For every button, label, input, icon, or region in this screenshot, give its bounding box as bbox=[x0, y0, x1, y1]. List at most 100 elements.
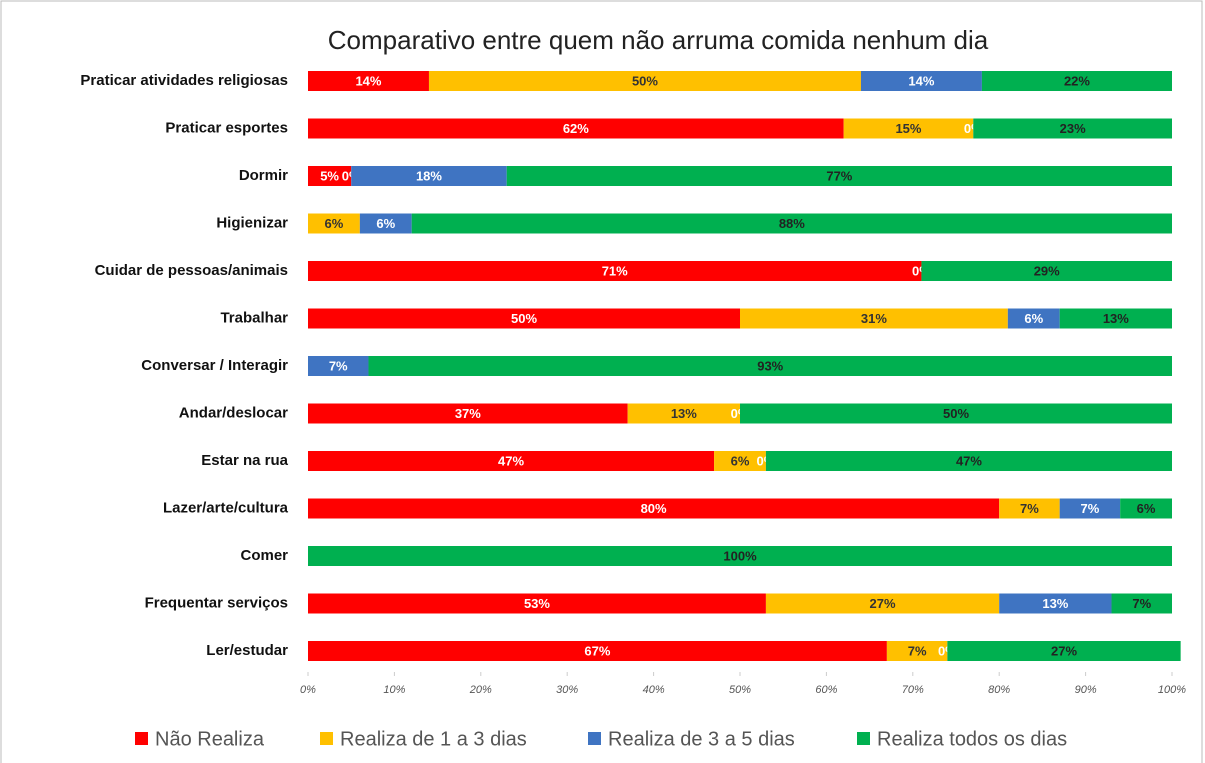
bar-segment bbox=[947, 641, 1181, 661]
bar-segment bbox=[308, 166, 352, 186]
bar-segment bbox=[308, 118, 844, 139]
category-label: Trabalhar bbox=[220, 309, 288, 326]
bar-segment bbox=[308, 498, 1000, 519]
x-tick-label: 10% bbox=[383, 684, 405, 696]
x-tick-label: 80% bbox=[988, 684, 1010, 696]
bar-segment bbox=[308, 71, 429, 91]
x-tick-label: 30% bbox=[556, 684, 578, 696]
data-label: 13% bbox=[1042, 596, 1068, 611]
data-label: 93% bbox=[757, 358, 783, 373]
data-label: 13% bbox=[1103, 311, 1129, 326]
bar-segment bbox=[308, 308, 740, 329]
x-tick-label: 40% bbox=[643, 684, 665, 696]
x-tick-label: 50% bbox=[729, 684, 751, 696]
legend-swatch bbox=[320, 732, 333, 745]
bar-segment bbox=[714, 451, 766, 471]
data-label: 27% bbox=[1051, 643, 1077, 658]
data-label: 62% bbox=[563, 121, 589, 136]
category-label: Frequentar serviços bbox=[145, 594, 288, 611]
category-label: Higienizar bbox=[216, 214, 288, 231]
bar-segment bbox=[921, 261, 1172, 281]
bar-segment bbox=[765, 593, 1000, 614]
bar-segment bbox=[1111, 593, 1172, 614]
data-label: 31% bbox=[861, 311, 887, 326]
legend-swatch bbox=[135, 732, 148, 745]
bar-segment bbox=[308, 403, 628, 424]
data-label: 7% bbox=[329, 358, 348, 373]
data-label: 6% bbox=[1137, 501, 1156, 516]
bar-segment bbox=[506, 166, 1173, 186]
x-tick-label: 70% bbox=[902, 684, 924, 696]
data-label: 6% bbox=[325, 216, 344, 231]
data-label: 6% bbox=[376, 216, 395, 231]
data-label: 23% bbox=[1060, 121, 1086, 136]
bar-segment bbox=[740, 403, 1172, 424]
data-label: 37% bbox=[455, 406, 481, 421]
category-label: Estar na rua bbox=[201, 452, 288, 469]
bar-segment bbox=[973, 118, 1172, 139]
data-label: 88% bbox=[779, 216, 805, 231]
category-label: Ler/estudar bbox=[206, 642, 288, 659]
data-label: 6% bbox=[731, 453, 750, 468]
data-label: 100% bbox=[723, 548, 757, 563]
data-label: 22% bbox=[1064, 73, 1090, 88]
bar-segment bbox=[999, 593, 1112, 614]
bar-segment bbox=[765, 451, 1172, 471]
data-label: 7% bbox=[1081, 501, 1100, 516]
x-tick-label: 0% bbox=[300, 684, 316, 696]
bar-segment bbox=[843, 118, 974, 139]
data-label: 18% bbox=[416, 168, 442, 183]
legend-label: Realiza de 1 a 3 dias bbox=[340, 728, 527, 750]
bar-segment bbox=[308, 593, 766, 614]
data-label: 71% bbox=[602, 263, 628, 278]
bar-segment bbox=[411, 213, 1172, 234]
data-label: 27% bbox=[870, 596, 896, 611]
bar-segment bbox=[308, 451, 715, 471]
data-label: 13% bbox=[671, 406, 697, 421]
bar-segment bbox=[886, 641, 948, 661]
x-tick-label: 90% bbox=[1075, 684, 1097, 696]
data-label: 47% bbox=[956, 453, 982, 468]
bar-segment bbox=[351, 166, 507, 186]
bar-segment bbox=[308, 641, 887, 661]
data-label: 15% bbox=[895, 121, 921, 136]
category-label: Praticar esportes bbox=[165, 119, 288, 136]
category-label: Cuidar de pessoas/animais bbox=[95, 262, 288, 279]
legend-swatch bbox=[857, 732, 870, 745]
bar-segment bbox=[981, 71, 1172, 91]
data-label: 7% bbox=[1020, 501, 1039, 516]
x-tick-label: 20% bbox=[469, 684, 492, 696]
bar-segment bbox=[368, 356, 1173, 376]
data-label: 80% bbox=[641, 501, 667, 516]
bar-segment bbox=[999, 498, 1060, 519]
category-label: Lazer/arte/cultura bbox=[163, 499, 289, 516]
data-label: 6% bbox=[1024, 311, 1043, 326]
data-label: 53% bbox=[524, 596, 550, 611]
bar-segment bbox=[1120, 498, 1172, 519]
category-label: Dormir bbox=[239, 167, 288, 184]
bar-segment bbox=[1007, 308, 1060, 329]
bar-segment bbox=[308, 213, 360, 234]
data-label: 29% bbox=[1034, 263, 1060, 278]
bar-segment bbox=[1059, 498, 1121, 519]
data-label: 14% bbox=[355, 73, 381, 88]
bar-segment bbox=[359, 213, 412, 234]
data-label: 67% bbox=[584, 643, 610, 658]
data-label: 77% bbox=[826, 168, 852, 183]
x-tick-label: 60% bbox=[815, 684, 837, 696]
bar-segment bbox=[428, 71, 861, 91]
legend-label: Realiza todos os dias bbox=[877, 728, 1067, 750]
category-label: Conversar / Interagir bbox=[141, 357, 288, 374]
data-label: 47% bbox=[498, 453, 524, 468]
data-label: 7% bbox=[908, 643, 927, 658]
data-label: 5% bbox=[320, 168, 339, 183]
chart-title: Comparativo entre quem não arruma comida… bbox=[328, 25, 989, 55]
data-label: 14% bbox=[908, 73, 934, 88]
category-label: Comer bbox=[240, 547, 288, 564]
bar-segment bbox=[308, 261, 922, 281]
legend-label: Não Realiza bbox=[155, 728, 265, 750]
data-label: 50% bbox=[511, 311, 537, 326]
data-label: 7% bbox=[1132, 596, 1151, 611]
bar-segment bbox=[627, 403, 740, 424]
data-label: 50% bbox=[943, 406, 969, 421]
